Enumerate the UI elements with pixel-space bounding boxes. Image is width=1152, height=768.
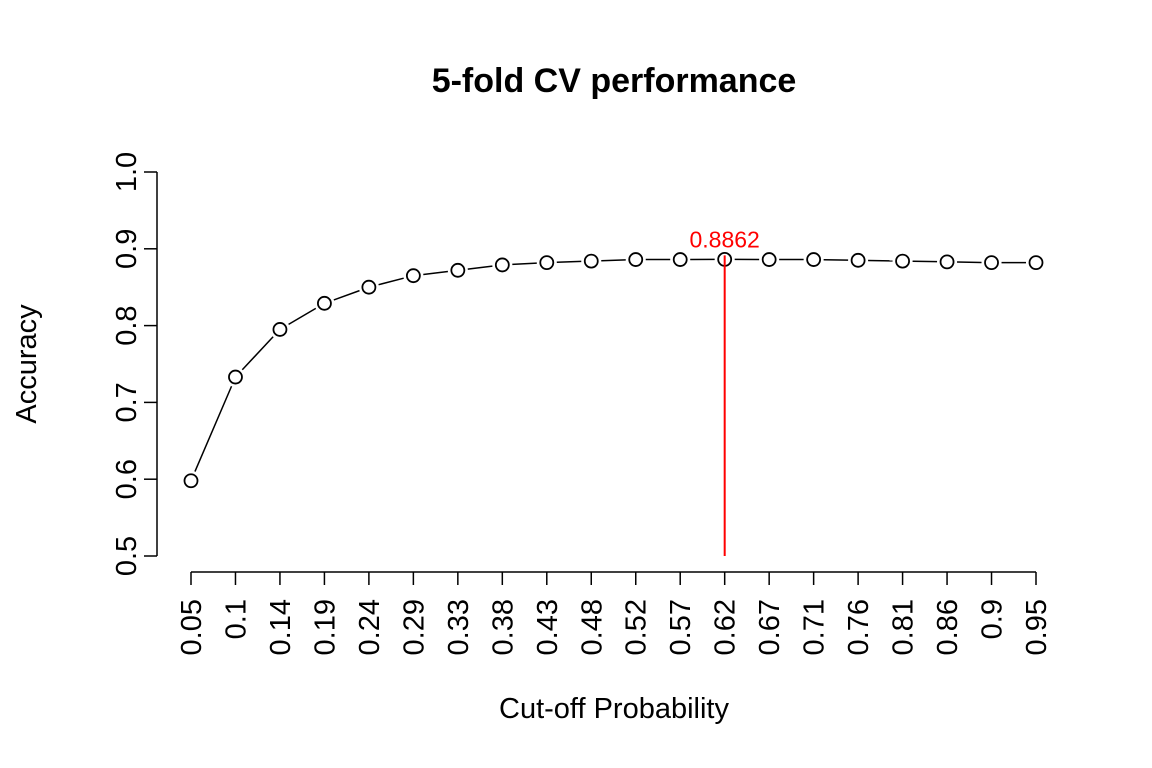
x-tick-label: 0.05 bbox=[176, 599, 208, 655]
series-segment bbox=[288, 307, 317, 326]
x-tick-label: 0.33 bbox=[443, 599, 475, 655]
data-point bbox=[806, 252, 822, 267]
x-tick-label: 0.95 bbox=[1021, 599, 1053, 655]
x-tick-label: 0.14 bbox=[265, 599, 297, 655]
x-tick-label: 0.71 bbox=[799, 599, 831, 655]
y-tick-label: 0.7 bbox=[111, 382, 143, 422]
data-point bbox=[183, 473, 199, 489]
data-point bbox=[1028, 255, 1044, 271]
series-segment bbox=[512, 262, 537, 266]
data-point bbox=[850, 252, 866, 268]
series-segment bbox=[194, 385, 233, 472]
y-tick-label: 1.0 bbox=[111, 152, 143, 192]
series-segment bbox=[467, 265, 493, 270]
x-tick-label: 0.38 bbox=[487, 599, 519, 655]
y-tick-label: 0.9 bbox=[111, 229, 143, 269]
series-segment bbox=[556, 260, 582, 264]
data-point bbox=[895, 253, 910, 269]
x-tick-label: 0.67 bbox=[754, 599, 786, 655]
data-point bbox=[361, 279, 377, 295]
y-axis-label: Accuracy bbox=[11, 304, 43, 424]
data-point bbox=[583, 253, 599, 269]
x-tick-label: 0.52 bbox=[621, 599, 653, 655]
x-axis-label: Cut-off Probability bbox=[499, 693, 729, 725]
x-tick-label: 0.29 bbox=[398, 599, 430, 655]
series-points bbox=[183, 251, 1044, 489]
x-tick-label: 0.19 bbox=[309, 599, 341, 655]
data-point bbox=[939, 254, 955, 270]
x-tick-label: 0.57 bbox=[665, 599, 697, 655]
data-point bbox=[984, 255, 999, 271]
x-tick-label: 0.48 bbox=[576, 599, 608, 655]
data-point bbox=[672, 252, 688, 267]
chart-title: 5-fold CV performance bbox=[432, 62, 797, 100]
y-tick-label: 0.8 bbox=[111, 305, 143, 345]
data-point bbox=[405, 268, 421, 284]
x-tick-label: 0.1 bbox=[220, 599, 252, 639]
x-tick-label: 0.9 bbox=[977, 599, 1009, 639]
data-point bbox=[539, 255, 555, 271]
data-point bbox=[272, 322, 288, 337]
x-tick-label: 0.76 bbox=[843, 599, 875, 655]
series-segment bbox=[601, 259, 626, 262]
data-point bbox=[494, 257, 510, 273]
series-segment bbox=[333, 289, 360, 301]
x-tick-label: 0.24 bbox=[354, 599, 386, 655]
data-point bbox=[228, 369, 243, 385]
annotation-label: 0.8862 bbox=[690, 226, 760, 252]
y-tick-label: 0.6 bbox=[111, 459, 143, 499]
y-tick-label: 0.5 bbox=[111, 536, 143, 576]
x-tick-label: 0.81 bbox=[888, 599, 920, 655]
x-tick-label: 0.86 bbox=[932, 599, 964, 655]
data-point bbox=[317, 295, 332, 311]
data-point bbox=[450, 262, 466, 278]
series-segment bbox=[378, 277, 404, 286]
data-point bbox=[628, 252, 644, 267]
x-tick-label: 0.62 bbox=[710, 599, 742, 655]
y-axis: 0.5 0.6 0.7 0.8 0.9 1.0 bbox=[111, 152, 158, 576]
best-cutoff-annotation: 0.8862 bbox=[690, 226, 760, 556]
data-point bbox=[761, 252, 777, 267]
series-segment bbox=[423, 270, 449, 276]
x-tick-label: 0.43 bbox=[532, 599, 564, 655]
series-line bbox=[194, 258, 1026, 472]
series-segment bbox=[241, 336, 274, 371]
x-axis: 0.05 0.1 0.14 0.19 0.24 0.29 0.33 0.38 0.43 0.48 0… bbox=[176, 571, 1053, 655]
